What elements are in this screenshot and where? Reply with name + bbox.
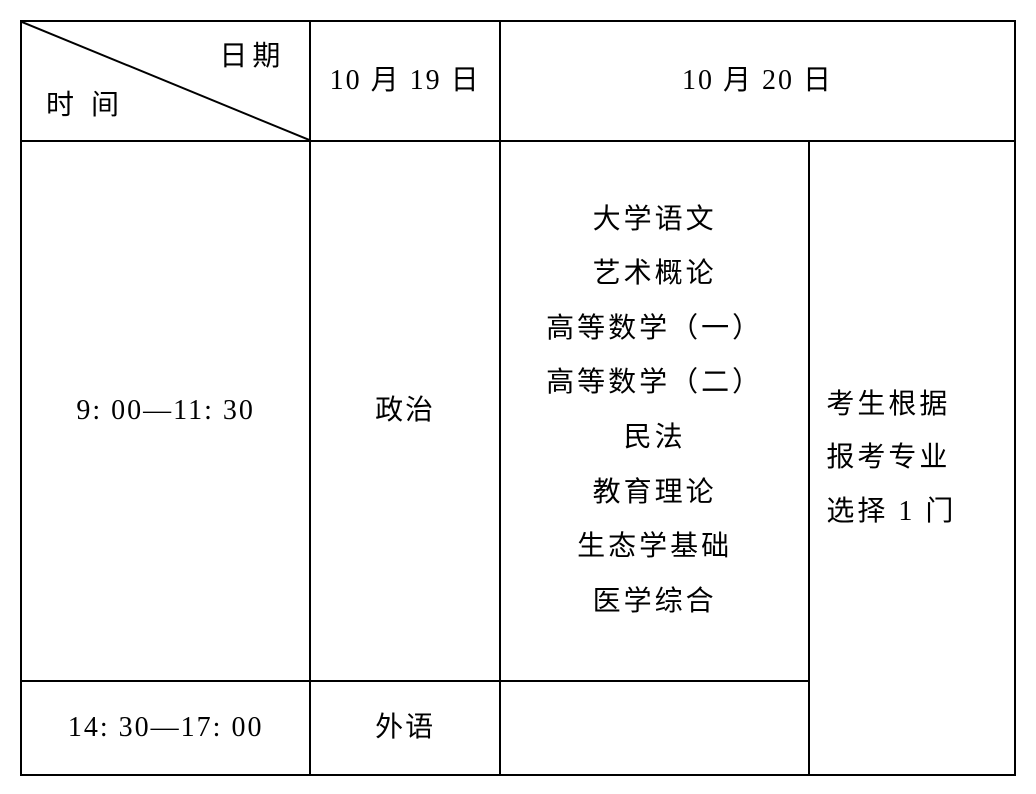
morning-day1-subject: 政治	[310, 141, 500, 681]
morning-day2-subjects: 大学语文 艺术概论 高等数学（一） 高等数学（二） 民法 教育理论 生态学基础 …	[500, 141, 809, 681]
header-row: 日期 时 间 10 月 19 日 10 月 20 日	[21, 21, 1015, 141]
schedule-table: 日期 时 间 10 月 19 日 10 月 20 日 9: 00—11: 30 …	[20, 20, 1016, 776]
header-date-label: 日期	[219, 30, 285, 83]
morning-time: 9: 00—11: 30	[21, 141, 310, 681]
afternoon-day1-subject: 外语	[310, 681, 500, 775]
selection-note: 考生根据 报考专业 选择 1 门	[809, 141, 1015, 775]
morning-row: 9: 00—11: 30 政治 大学语文 艺术概论 高等数学（一） 高等数学（二…	[21, 141, 1015, 681]
header-oct20: 10 月 20 日	[500, 21, 1015, 141]
afternoon-day2-cell	[500, 681, 809, 775]
diagonal-header-cell: 日期 时 间	[21, 21, 310, 141]
header-oct19: 10 月 19 日	[310, 21, 500, 141]
afternoon-time: 14: 30—17: 00	[21, 681, 310, 775]
header-time-label: 时 间	[46, 79, 124, 132]
